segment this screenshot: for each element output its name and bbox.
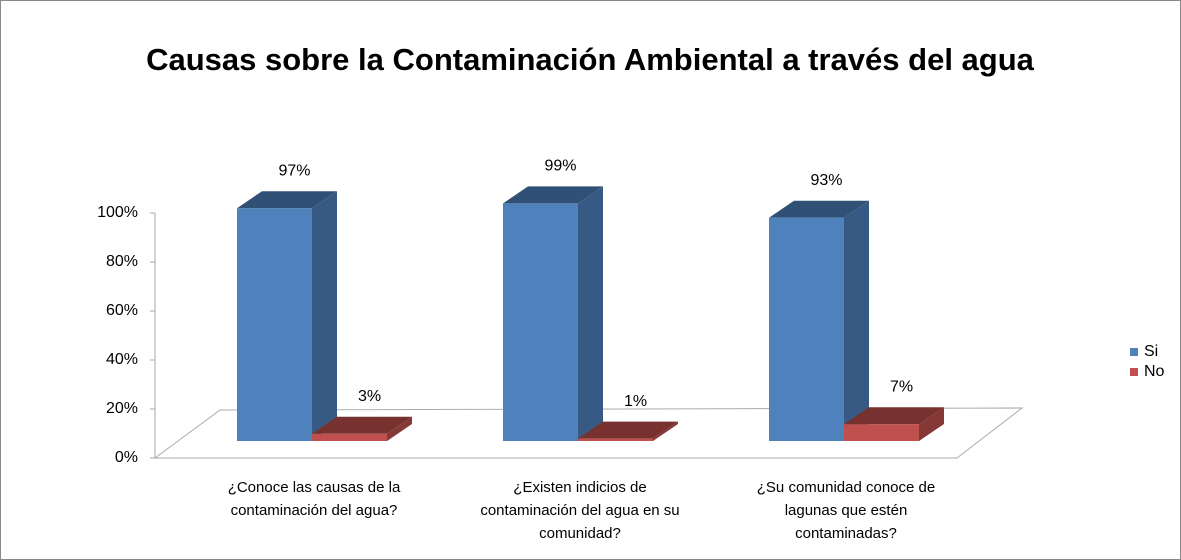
value-label: 99% <box>544 158 576 175</box>
bar <box>237 191 337 441</box>
bar-top <box>237 191 337 209</box>
bar-side <box>653 421 678 441</box>
bar <box>844 407 944 441</box>
bar <box>578 421 678 441</box>
legend-label: Si <box>1144 343 1158 360</box>
y-tick-label: 0% <box>115 449 138 466</box>
value-label: 93% <box>810 172 842 189</box>
bar <box>769 200 869 441</box>
bar-front <box>769 217 844 441</box>
value-label: 1% <box>624 393 647 410</box>
bar-side <box>312 191 337 441</box>
x-tick-label: ¿Existen indicios de contaminación del a… <box>480 479 680 542</box>
x-tick-label: ¿Su comunidad conoce de lagunas que esté… <box>756 479 936 542</box>
bar-front <box>312 433 387 441</box>
value-label: 97% <box>278 162 310 179</box>
y-tick-label: 80% <box>106 253 138 270</box>
y-tick-label: 40% <box>106 351 138 368</box>
bar-side <box>919 407 944 441</box>
bar-front <box>844 424 919 441</box>
bar-top <box>312 416 412 434</box>
legend-swatch <box>1130 348 1138 356</box>
value-label: 3% <box>358 388 381 405</box>
bar-front <box>503 203 578 441</box>
bar-front <box>578 438 653 441</box>
legend-swatch <box>1130 368 1138 376</box>
bar-top <box>578 421 678 439</box>
bar-top <box>503 186 603 204</box>
legend-label: No <box>1144 363 1165 380</box>
bar-top <box>769 200 869 218</box>
y-tick-label: 60% <box>106 302 138 319</box>
value-label: 7% <box>890 378 913 395</box>
bar-front <box>237 208 312 441</box>
bar-side <box>844 200 869 441</box>
chart-title: Causas sobre la Contaminación Ambiental … <box>146 42 1034 77</box>
bar <box>312 416 412 441</box>
bar-side <box>387 416 412 441</box>
x-tick-label: ¿Conoce las causas de la contaminación d… <box>227 479 401 519</box>
y-tick-label: 100% <box>97 204 138 221</box>
bar <box>503 186 603 441</box>
bar-top <box>844 407 944 425</box>
bar-side <box>578 186 603 441</box>
y-tick-label: 20% <box>106 400 138 417</box>
